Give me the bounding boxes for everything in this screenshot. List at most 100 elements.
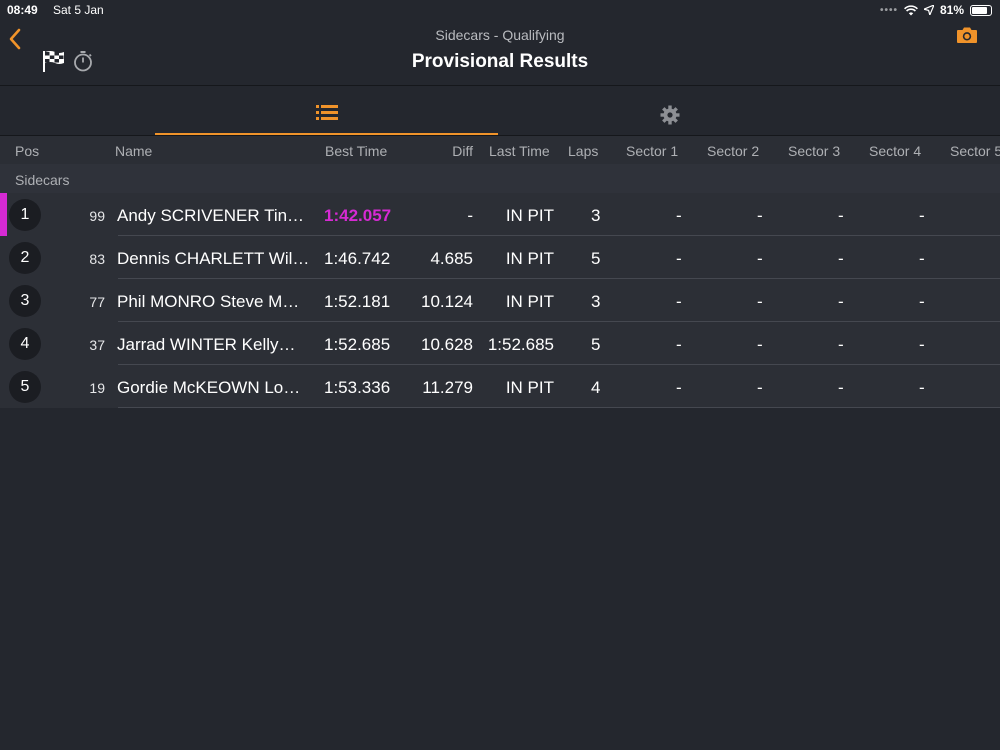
competitor-name: Andy SCRIVENER Tin… <box>117 206 305 225</box>
position-badge: 2 <box>9 242 41 274</box>
diff: 11.279 <box>422 378 473 397</box>
column-header-pos[interactable]: Pos <box>15 143 40 159</box>
position-badge: 3 <box>9 285 41 317</box>
table-row[interactable]: 5 19 Gordie McKEOWN Lo… 1:53.336 11.279 … <box>0 365 1000 408</box>
column-header-sector-1[interactable]: Sector 1 <box>626 143 679 159</box>
best-time: 1:46.742 <box>324 249 391 268</box>
last-time: IN PIT <box>505 206 554 225</box>
battery-level <box>972 6 987 14</box>
sector-2: - <box>757 378 763 397</box>
class-group-header: Sidecars <box>0 164 1000 193</box>
screenshot-button[interactable] <box>956 26 978 49</box>
competitor-number: 83 <box>89 251 105 267</box>
position-badge: 1 <box>9 199 41 231</box>
column-header-sector-4[interactable]: Sector 4 <box>869 143 922 159</box>
table-row[interactable]: 2 83 Dennis CHARLETT Wil… 1:46.742 4.685… <box>0 236 1000 279</box>
best-time: 1:52.685 <box>324 335 391 354</box>
sector-3: - <box>838 335 844 354</box>
last-time: IN PIT <box>505 249 554 268</box>
back-button[interactable] <box>8 28 30 54</box>
sector-4: - <box>919 378 925 397</box>
status-time: 08:49 <box>7 3 38 17</box>
sector-1: - <box>676 378 682 397</box>
sector-4: - <box>919 249 925 268</box>
sector-3: - <box>838 378 844 397</box>
laps: 3 <box>591 206 601 225</box>
status-date: Sat 5 Jan <box>53 3 104 17</box>
competitor-number: 77 <box>89 294 105 310</box>
table-row[interactable]: 4 37 Jarrad WINTER Kelly… 1:52.685 10.62… <box>0 322 1000 365</box>
column-header-sector-2[interactable]: Sector 2 <box>707 143 760 159</box>
session-subtitle: Sidecars - Qualifying <box>435 27 565 43</box>
page-title: Provisional Results <box>411 51 589 72</box>
diff: 10.124 <box>421 292 473 311</box>
sector-3: - <box>838 292 844 311</box>
sector-1: - <box>676 206 682 225</box>
competitor-name: Dennis CHARLETT Wil… <box>117 249 310 268</box>
last-time: 1:52.685 <box>487 335 554 354</box>
tab-settings[interactable] <box>498 87 841 135</box>
diff: 10.628 <box>421 335 473 354</box>
chevron-left-icon <box>9 28 21 50</box>
sector-3: - <box>838 249 844 268</box>
wifi-icon <box>904 4 918 15</box>
column-header-laps[interactable]: Laps <box>568 143 599 159</box>
diff: - <box>467 206 473 225</box>
column-header-last-time[interactable]: Last Time <box>489 143 550 159</box>
laps: 4 <box>591 378 601 397</box>
class-group-label: Sidecars <box>15 172 70 188</box>
location-arrow-icon <box>923 5 934 15</box>
sector-4: - <box>919 292 925 311</box>
column-header-name[interactable]: Name <box>115 143 153 159</box>
competitor-name: Jarrad WINTER Kelly… <box>117 335 296 354</box>
results-table-header: Pos Name Best Time Diff Last Time Laps S… <box>0 135 1000 164</box>
column-header-best-time[interactable]: Best Time <box>325 143 388 159</box>
best-time: 1:42.057 <box>324 206 392 225</box>
competitor-number: 99 <box>89 208 105 224</box>
competitor-name: Gordie McKEOWN Lo… <box>117 378 301 397</box>
status-bar: 08:49 Sat 5 Jan •••• 81% <box>0 0 1000 20</box>
table-row[interactable]: 3 77 Phil MONRO Steve M… 1:52.181 10.124… <box>0 279 1000 322</box>
view-tabs <box>0 87 1000 135</box>
last-time: IN PIT <box>505 378 554 397</box>
cellular-signal-icon: •••• <box>879 4 898 16</box>
sector-2: - <box>757 292 763 311</box>
tab-results-list[interactable] <box>155 87 498 135</box>
position-badge: 5 <box>9 371 41 403</box>
sector-4: - <box>919 335 925 354</box>
checkered-flag-icon <box>43 51 64 72</box>
sector-1: - <box>676 292 682 311</box>
best-time: 1:52.181 <box>324 292 391 311</box>
competitor-name: Phil MONRO Steve M… <box>117 292 300 311</box>
best-time: 1:53.336 <box>324 378 391 397</box>
last-time: IN PIT <box>505 292 554 311</box>
sector-1: - <box>676 249 682 268</box>
sector-2: - <box>757 206 763 225</box>
navigation-bar: Sidecars - Qualifying Provisional Result… <box>0 20 1000 86</box>
laps: 3 <box>591 292 601 311</box>
sector-3: - <box>838 206 844 225</box>
laps: 5 <box>591 249 601 268</box>
sector-2: - <box>757 335 763 354</box>
position-badge: 4 <box>9 328 41 360</box>
camera-icon <box>957 27 977 43</box>
fastest-lap-marker <box>0 193 7 236</box>
laps: 5 <box>591 335 601 354</box>
gear-icon <box>660 105 679 125</box>
competitor-number: 37 <box>89 337 105 353</box>
column-header-sector-3[interactable]: Sector 3 <box>788 143 841 159</box>
sector-1: - <box>676 335 682 354</box>
table-row[interactable]: 1 99 Andy SCRIVENER Tin… 1:42.057 - IN P… <box>0 193 1000 236</box>
diff: 4.685 <box>430 249 473 268</box>
column-header-diff[interactable]: Diff <box>452 143 473 159</box>
column-header-sector-5[interactable]: Sector 5 <box>950 143 1000 159</box>
battery-percent: 81% <box>939 3 964 17</box>
results-list: 1 99 Andy SCRIVENER Tin… 1:42.057 - IN P… <box>0 193 1000 408</box>
battery-icon <box>970 4 992 16</box>
stopwatch-icon <box>74 51 92 72</box>
status-right: •••• 81% <box>880 3 992 17</box>
sector-2: - <box>757 249 763 268</box>
competitor-number: 19 <box>89 380 105 396</box>
list-icon <box>315 105 338 120</box>
sector-4: - <box>919 206 925 225</box>
